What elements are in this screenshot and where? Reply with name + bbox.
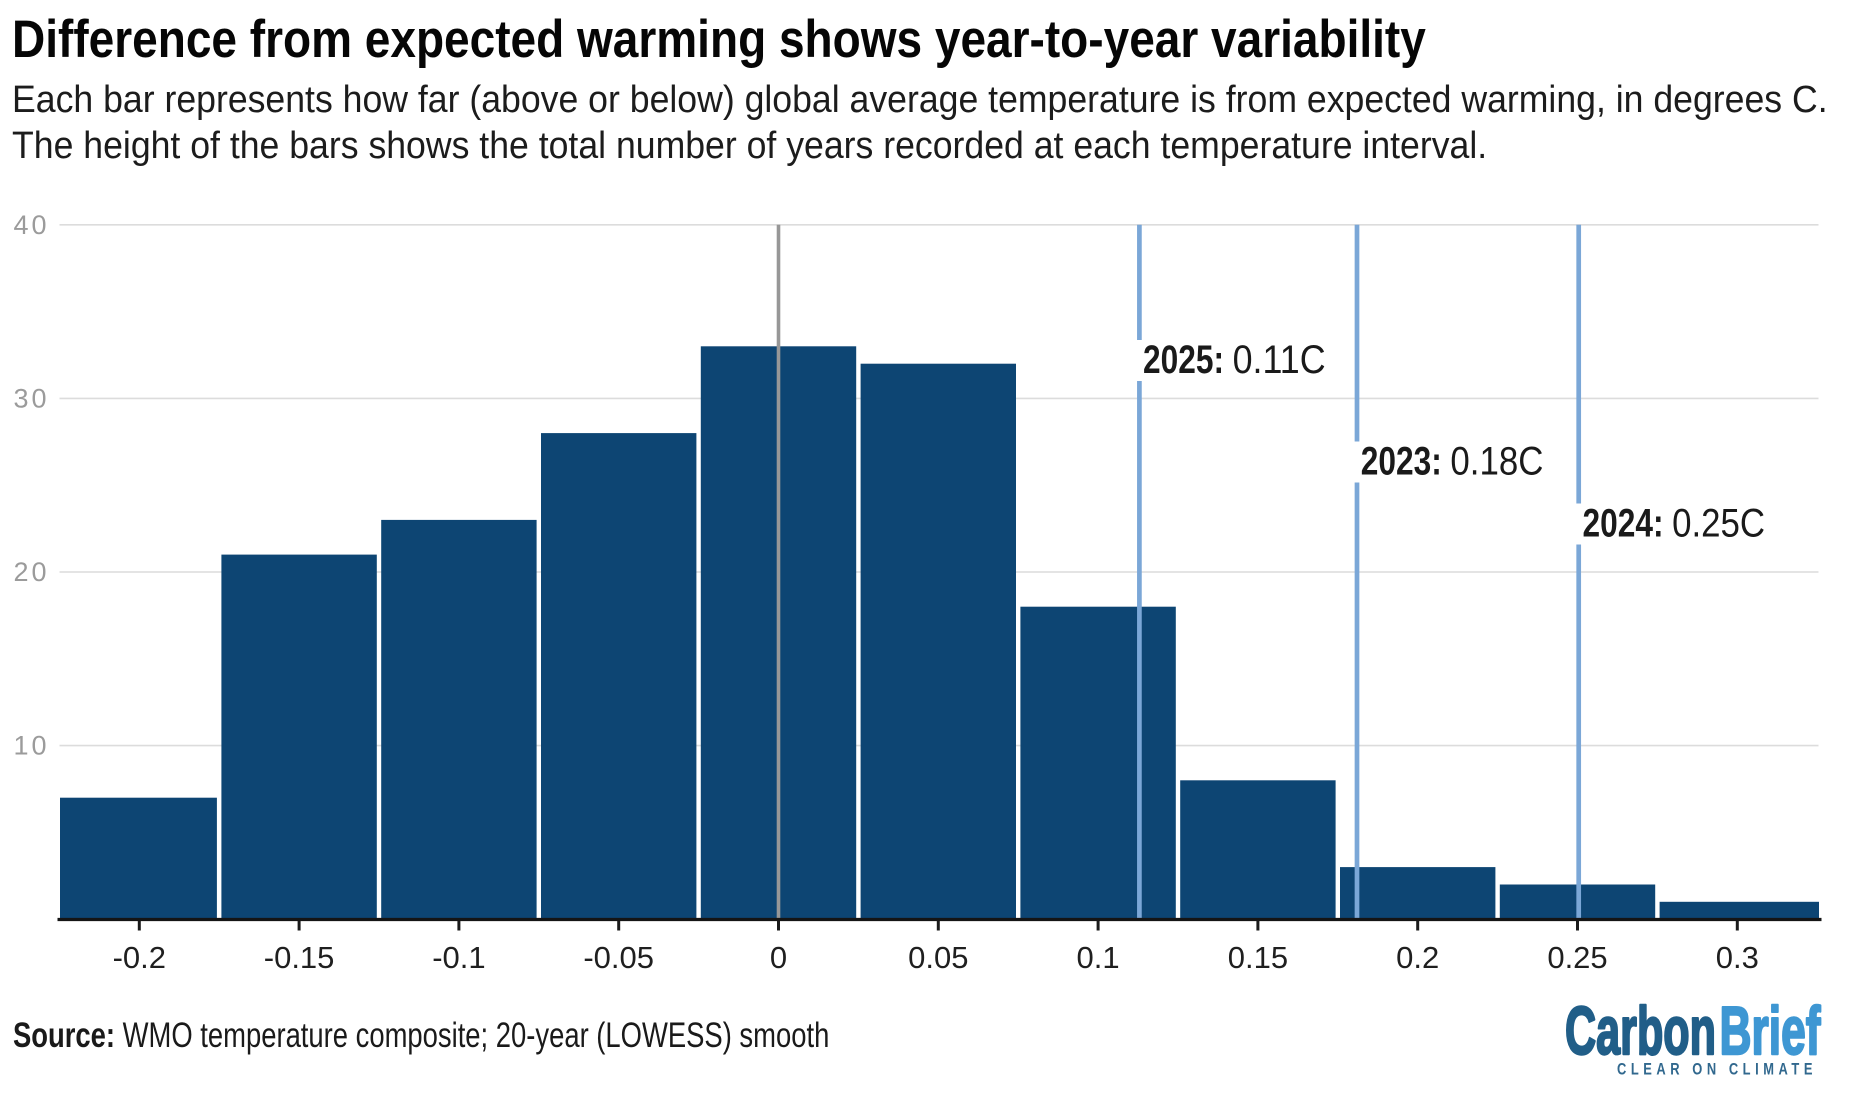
svg-text:0.2: 0.2 bbox=[1396, 940, 1439, 975]
svg-text:0: 0 bbox=[770, 940, 787, 975]
svg-text:0.05: 0.05 bbox=[908, 940, 968, 975]
svg-text:0.11C: 0.11C bbox=[1233, 338, 1326, 382]
svg-text:-0.2: -0.2 bbox=[113, 940, 166, 975]
svg-text:30: 30 bbox=[13, 383, 49, 413]
svg-text:0.3: 0.3 bbox=[1716, 940, 1759, 975]
svg-text:-0.15: -0.15 bbox=[264, 940, 335, 975]
svg-text:Brief: Brief bbox=[1720, 993, 1821, 1069]
svg-text:40: 40 bbox=[13, 210, 49, 240]
svg-text:CLEAR ON CLIMATE: CLEAR ON CLIMATE bbox=[1617, 1060, 1817, 1079]
svg-text:0.15: 0.15 bbox=[1228, 940, 1288, 975]
svg-text:-0.1: -0.1 bbox=[432, 940, 485, 975]
svg-text:0.18C: 0.18C bbox=[1450, 440, 1543, 484]
svg-text:-0.05: -0.05 bbox=[583, 940, 654, 975]
svg-text:Carbon: Carbon bbox=[1565, 993, 1716, 1069]
svg-text:0.25: 0.25 bbox=[1547, 940, 1607, 975]
svg-text:2024:: 2024: bbox=[1583, 502, 1664, 546]
svg-text:10: 10 bbox=[13, 731, 49, 761]
svg-text:0.1: 0.1 bbox=[1077, 940, 1120, 975]
svg-text:0.25C: 0.25C bbox=[1672, 502, 1765, 546]
svg-text:2023:: 2023: bbox=[1361, 440, 1442, 484]
svg-text:2025:: 2025: bbox=[1143, 338, 1224, 382]
svg-text:20: 20 bbox=[13, 557, 49, 587]
